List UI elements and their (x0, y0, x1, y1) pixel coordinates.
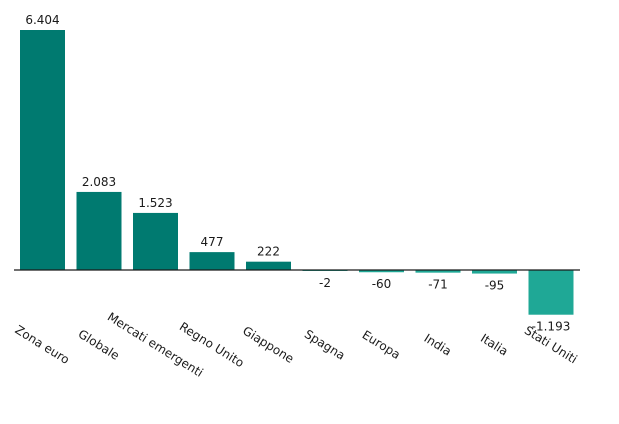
category-label: Italia (478, 331, 511, 359)
bar-europa (359, 270, 404, 273)
value-label: 6.404 (25, 13, 59, 27)
value-label: -71 (428, 278, 448, 292)
value-label: 222 (257, 245, 280, 259)
category-label: Europa (360, 328, 403, 362)
value-label: -95 (485, 279, 505, 293)
value-label: 1.523 (138, 196, 172, 210)
value-label: 2.083 (82, 175, 116, 189)
value-label: 477 (201, 235, 224, 249)
bar-stati-uniti (528, 270, 574, 315)
category-label: Mercati emergenti (105, 310, 206, 380)
category-label: Spagna (302, 327, 348, 363)
bar-regno-unito (189, 252, 235, 270)
category-label: India (422, 331, 454, 358)
value-label: -60 (372, 277, 392, 291)
bar-giappone (246, 261, 291, 270)
value-labels-group: 6.404 2.083 1.523 477 222 -2 -60 -71 -95 -1.193 (25, 13, 570, 334)
bar-globale (76, 191, 122, 270)
category-label: Giappone (240, 324, 296, 366)
category-label: Zona euro (13, 323, 72, 367)
value-label: -2 (319, 276, 331, 290)
bar-italia (472, 270, 517, 274)
bar-zona-euro (20, 30, 65, 270)
bars-group (20, 30, 574, 315)
value-label: -1.193 (532, 320, 571, 334)
bar-india (415, 270, 461, 273)
bar-mercati-emergenti (133, 212, 178, 270)
category-label: Globale (76, 327, 122, 363)
